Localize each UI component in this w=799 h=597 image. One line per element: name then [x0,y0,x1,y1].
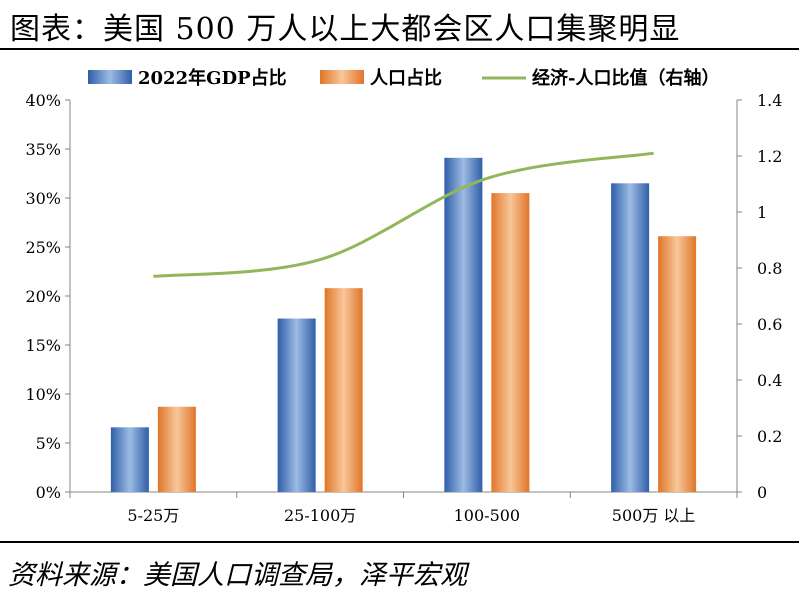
x-tick-label: 25-100万 [284,506,356,525]
legend-ratio-label: 经济-人口比值（右轴） [532,67,719,89]
y-tick-label-left: 40% [25,91,61,110]
gdp-share-bar [611,183,650,493]
x-tick-label: 100-500 [454,506,520,525]
source-note: 资料来源：美国人口调查局，泽平宏观 [8,560,467,591]
y-tick-label-left: 30% [25,189,61,208]
y-tick-label-left: 25% [25,238,61,257]
y-tick-label-right: 0 [757,483,767,502]
source-rule [0,541,799,543]
legend-gdp-swatch [88,70,132,84]
gdp-share-bar [110,427,149,492]
population-share-bar [157,406,196,492]
y-tick-label-left: 35% [25,140,61,159]
population-share-bar [324,288,363,492]
y-tick-label-left: 10% [25,385,61,404]
y-tick-label-right: 0.6 [757,315,782,334]
legend-population-swatch [320,70,364,84]
ratio-line [153,151,654,278]
title-rule [0,48,799,50]
gdp-share-bar [444,157,483,492]
y-tick-label-right: 1.4 [757,91,782,110]
gdp-share-bar [277,318,316,492]
y-tick-label-right: 0.2 [757,427,782,446]
population-share-bar [658,236,697,492]
y-tick-label-left: 20% [25,287,61,306]
y-tick-label-right: 0.4 [757,371,782,390]
y-tick-label-left: 0% [36,483,61,502]
x-tick-label: 5-25万 [127,506,179,525]
population-share-bar [491,193,530,492]
y-tick-label-left: 15% [25,336,61,355]
legend-gdp-label: 2022年GDP占比 [138,67,287,89]
chart-title: 图表：美国 500 万人以上大都会区人口集聚明显 [10,12,681,47]
y-tick-label-right: 1 [757,203,767,222]
y-tick-label-left: 5% [36,434,61,453]
y-tick-label-right: 1.2 [757,147,782,166]
legend-population-label: 人口占比 [370,67,442,89]
x-tick-label: 500万 以上 [612,506,696,525]
y-tick-label-right: 0.8 [757,259,782,278]
